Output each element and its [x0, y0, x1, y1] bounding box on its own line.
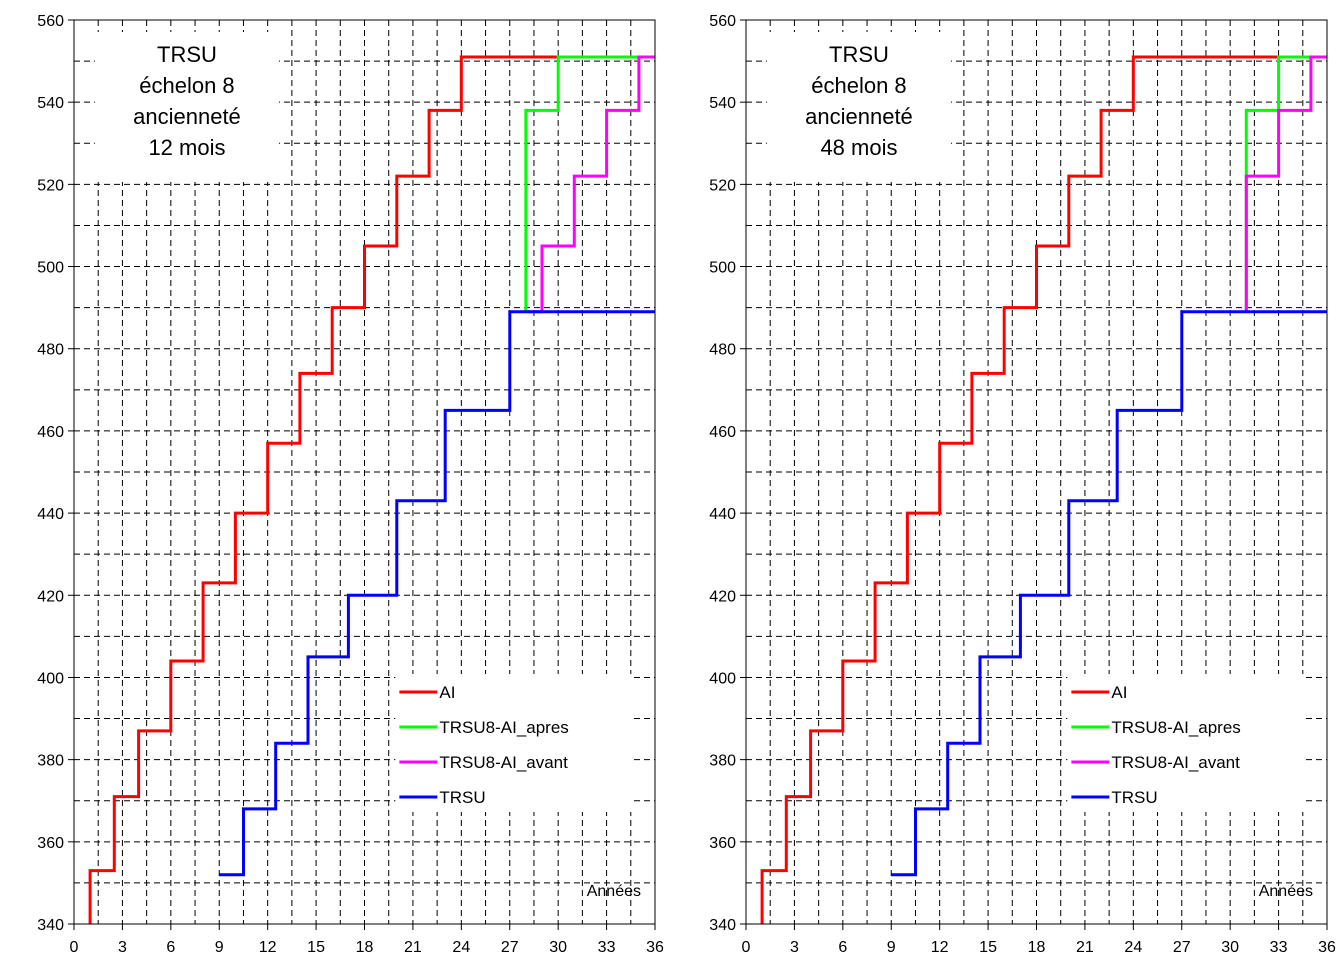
y-tick-label: 540	[709, 95, 736, 112]
y-tick-label: 480	[709, 342, 736, 359]
x-tick-label: 6	[838, 939, 847, 956]
legend-label: TRSU	[439, 788, 485, 807]
y-tick-label: 520	[37, 177, 64, 194]
x-axis-label: Années	[587, 883, 641, 900]
y-tick-label: 340	[37, 917, 64, 934]
y-tick-label: 560	[709, 13, 736, 30]
series-lines	[760, 55, 1327, 924]
chart-panel-left: TRSU échelon 8 ancienneté 12 mois AI TRSU8-AI…	[37, 13, 664, 956]
y-tick-label: 460	[709, 424, 736, 441]
legend-background	[395, 674, 634, 812]
x-tick-label: 18	[1028, 939, 1046, 956]
legend-label: TRSU8-AI_apres	[1111, 718, 1240, 737]
annotation: TRSU échelon 8 ancienneté 48 mois	[766, 32, 951, 182]
y-tick-label: 440	[709, 506, 736, 523]
y-tick-label: 360	[709, 835, 736, 852]
series-line-trsu8-ai-avant	[1244, 55, 1327, 312]
y-tick-label: 420	[709, 588, 736, 605]
y-tick-label: 480	[37, 342, 64, 359]
x-tick-label: 12	[259, 939, 277, 956]
legend-label: AI	[439, 683, 455, 702]
legend-label: TRSU	[1111, 788, 1157, 807]
annotation-line: 12 mois	[148, 135, 225, 160]
series-line-ai	[88, 55, 655, 924]
x-tick-label: 27	[1173, 939, 1191, 956]
x-tick-label: 30	[549, 939, 567, 956]
y-tick-label: 560	[37, 13, 64, 30]
x-tick-label: 33	[1270, 939, 1288, 956]
x-tick-label: 0	[70, 939, 79, 956]
y-tick-label: 380	[37, 753, 64, 770]
annotation-line: ancienneté	[133, 104, 241, 129]
x-tick-label: 9	[215, 939, 224, 956]
annotation-line: ancienneté	[805, 104, 913, 129]
y-tick-label: 360	[37, 835, 64, 852]
x-tick-label: 24	[1124, 939, 1142, 956]
x-tick-label: 21	[404, 939, 422, 956]
y-tick-label: 340	[709, 917, 736, 934]
x-tick-label: 33	[598, 939, 616, 956]
x-tick-label: 6	[166, 939, 175, 956]
legend: AI TRSU8-AI_apres TRSU8-AI_avant TRSU	[395, 674, 634, 812]
y-tick-label: 460	[37, 424, 64, 441]
x-tick-label: 18	[356, 939, 374, 956]
annotation-background	[766, 32, 951, 182]
series-line-ai	[760, 55, 1327, 924]
chart-panel-right: TRSU échelon 8 ancienneté 48 mois AI TRSU8-AI…	[709, 13, 1336, 956]
series-line-trsu8-ai-avant	[525, 55, 655, 314]
x-tick-label: 15	[979, 939, 997, 956]
series-lines	[88, 55, 655, 924]
series-line-trsu8-ai-apres	[524, 55, 655, 312]
x-tick-label: 3	[790, 939, 799, 956]
y-tick-label: 400	[37, 670, 64, 687]
annotation-background	[94, 32, 279, 182]
x-tick-label: 21	[1076, 939, 1094, 956]
y-tick-label: 520	[709, 177, 736, 194]
series-line-trsu	[891, 310, 1327, 877]
x-tick-label: 15	[307, 939, 325, 956]
x-tick-label: 0	[742, 939, 751, 956]
annotation-line: TRSU	[157, 42, 217, 67]
y-tick-label: 500	[709, 260, 736, 277]
x-tick-label: 36	[646, 939, 664, 956]
y-tick-label: 420	[37, 588, 64, 605]
annotation-line: échelon 8	[811, 73, 906, 98]
x-axis-label: Années	[1259, 883, 1313, 900]
x-tick-label: 24	[452, 939, 470, 956]
legend-label: AI	[1111, 683, 1127, 702]
y-tick-label: 540	[37, 95, 64, 112]
y-tick-label: 380	[709, 753, 736, 770]
legend-background	[1067, 674, 1306, 812]
legend-label: TRSU8-AI_avant	[1111, 753, 1240, 772]
legend-label: TRSU8-AI_apres	[439, 718, 568, 737]
y-tick-label: 440	[37, 506, 64, 523]
annotation-line: échelon 8	[139, 73, 234, 98]
annotation-line: TRSU	[829, 42, 889, 67]
legend: AI TRSU8-AI_apres TRSU8-AI_avant TRSU	[1067, 674, 1306, 812]
series-line-trsu	[219, 310, 655, 877]
legend-label: TRSU8-AI_avant	[439, 753, 568, 772]
x-tick-label: 30	[1221, 939, 1239, 956]
x-tick-label: 9	[887, 939, 896, 956]
y-tick-label: 500	[37, 260, 64, 277]
y-tick-label: 400	[709, 670, 736, 687]
annotation-line: 48 mois	[820, 135, 897, 160]
x-tick-label: 3	[118, 939, 127, 956]
x-tick-label: 12	[931, 939, 949, 956]
x-tick-label: 27	[501, 939, 519, 956]
x-tick-label: 36	[1318, 939, 1336, 956]
annotation: TRSU échelon 8 ancienneté 12 mois	[94, 32, 279, 182]
